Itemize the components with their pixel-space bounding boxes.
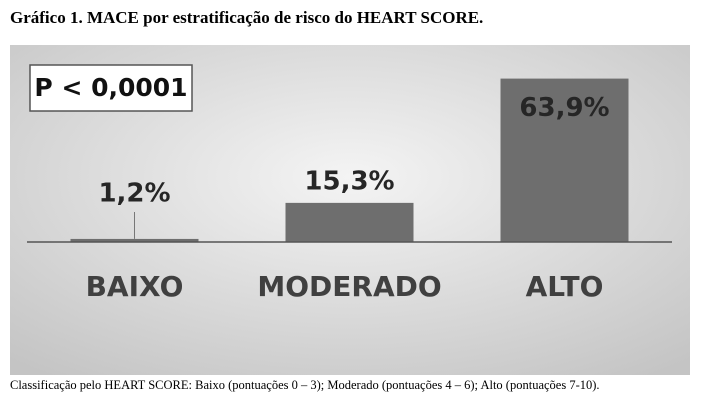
x-tick-label: ALTO (526, 270, 604, 303)
chart: P < 0,0001 1,2% BAIXO 15,3% MODERADO 63,9% AL… (10, 45, 690, 375)
annotation-box (29, 64, 193, 112)
annotation: P < 0,0001 (34, 73, 187, 102)
value-label: 63,9% (519, 93, 609, 123)
value-label: 1,2% (98, 179, 170, 209)
x-tick-label: MODERADO (257, 270, 441, 303)
caption: Classificação pelo HEART SCORE: Baixo (p… (10, 378, 600, 392)
value-label: 15,3% (304, 166, 394, 196)
bar (70, 238, 199, 242)
figure-title: Gráfico 1. MACE por estratificação de ri… (10, 8, 484, 27)
bar (500, 78, 629, 242)
bar (285, 202, 414, 242)
x-tick-label: BAIXO (86, 270, 184, 303)
